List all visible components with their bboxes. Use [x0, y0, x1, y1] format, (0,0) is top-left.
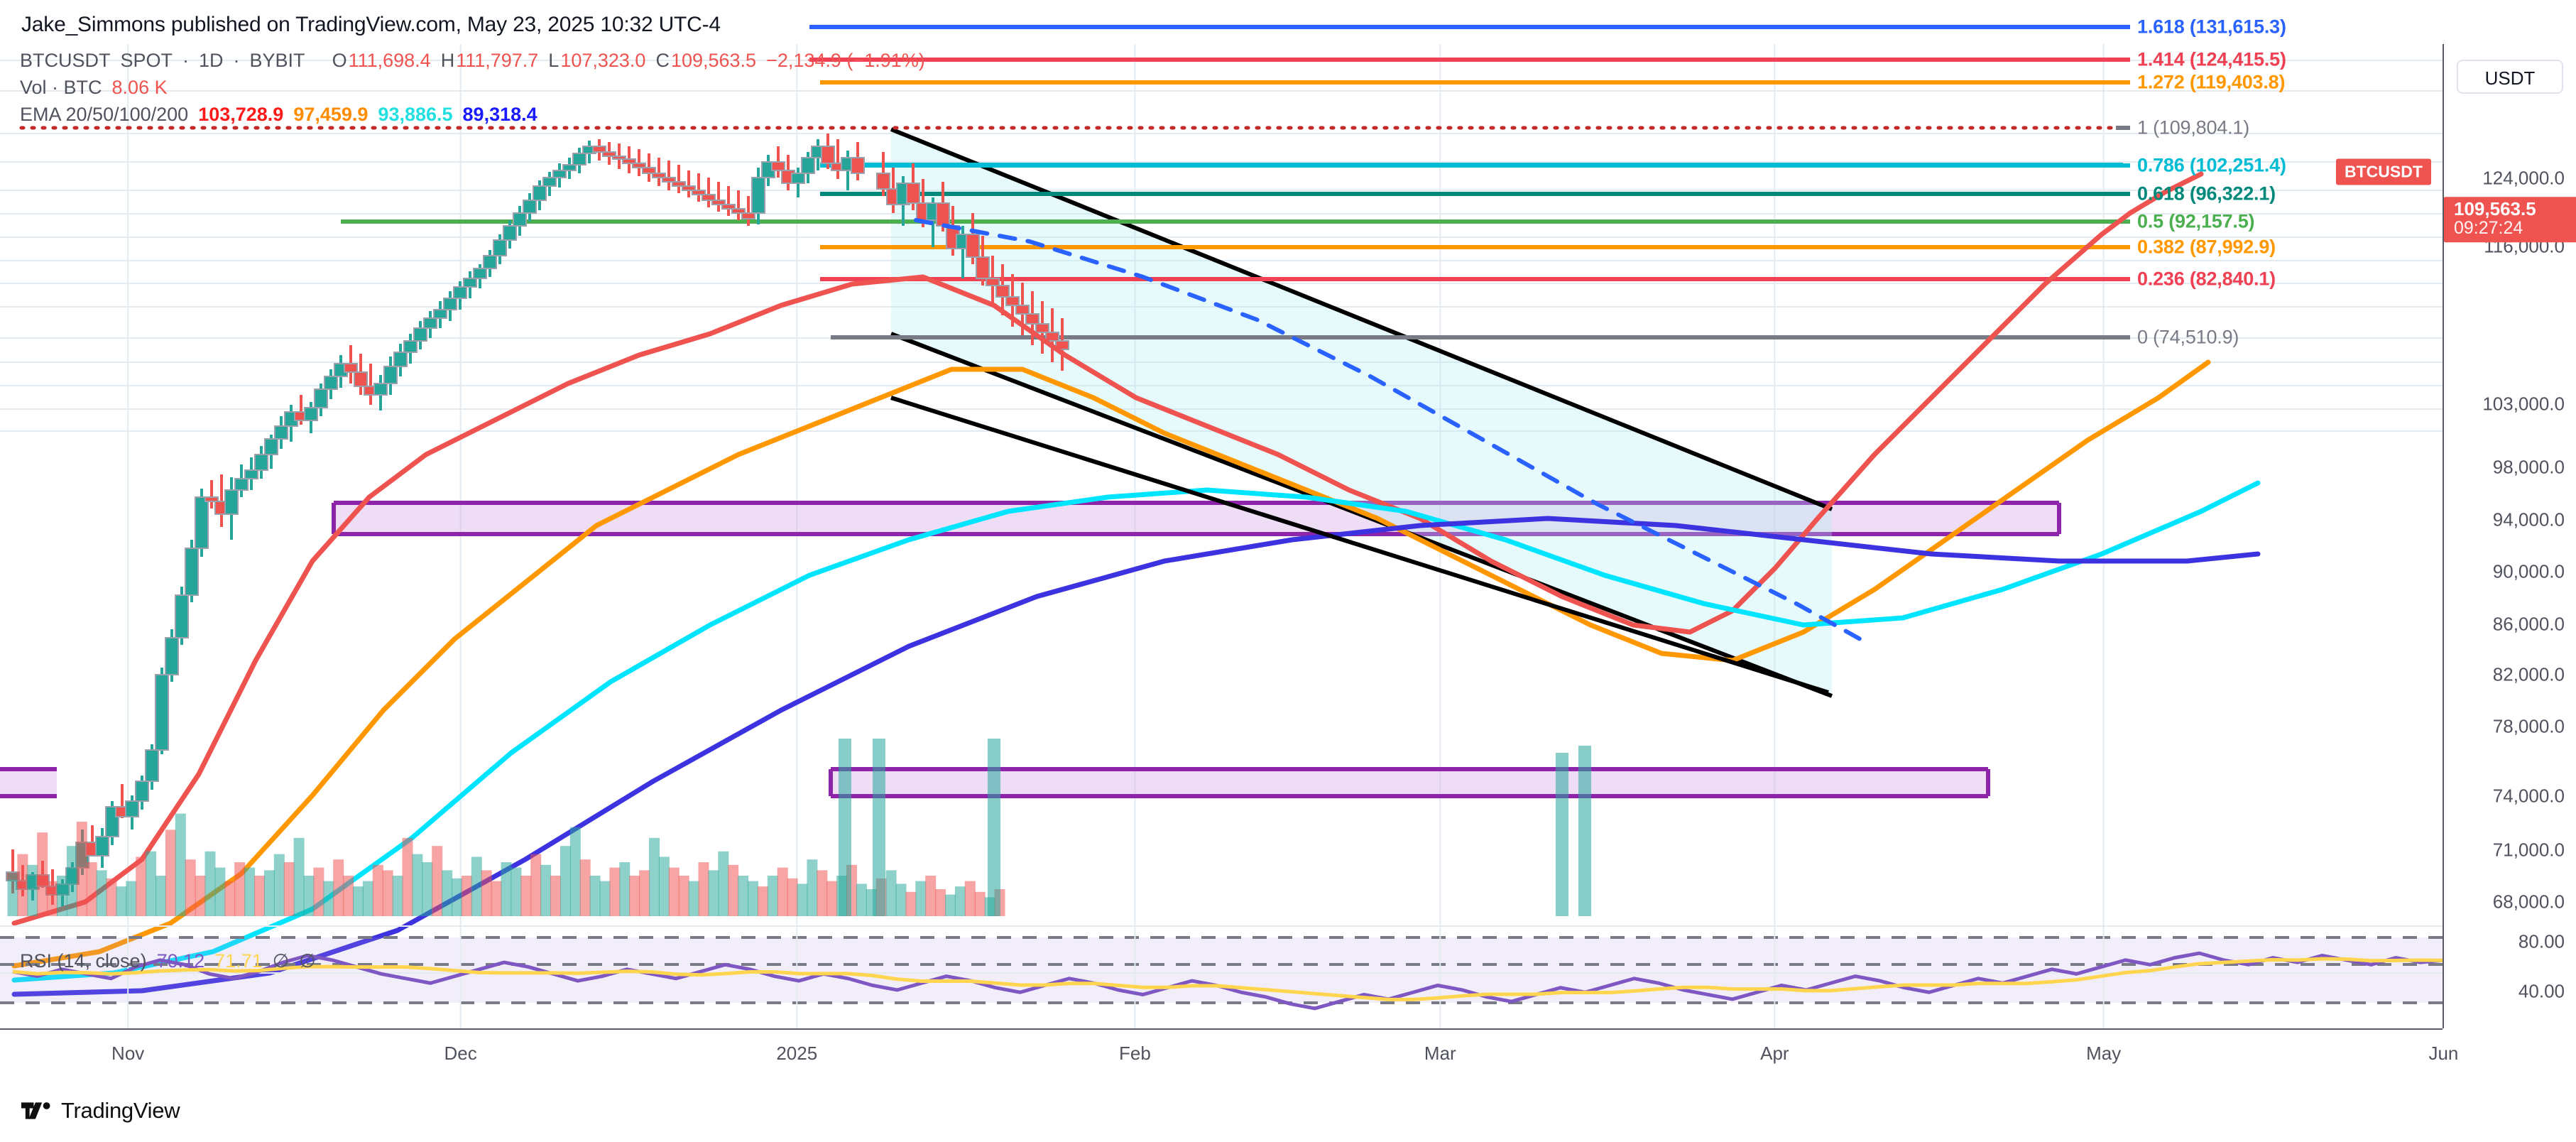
- legend-open-value: 111,698.4: [348, 50, 431, 71]
- price-marker-badge: BTCUSDT: [2336, 158, 2431, 185]
- legend-volume-value: 8.06 K: [111, 77, 168, 98]
- attribution-text: Jake_Simmons published on TradingView.co…: [21, 13, 721, 36]
- legend-interval[interactable]: 1D: [199, 50, 224, 71]
- time-axis-tick: Apr: [1760, 1043, 1789, 1064]
- time-axis-tick: May: [2086, 1043, 2122, 1064]
- price-axis-tick: 74,000.0: [2492, 785, 2565, 807]
- bar-countdown: 09:27:24: [2454, 218, 2523, 239]
- price-axis-tick: 90,000.0: [2492, 560, 2565, 582]
- fib-label-0-5: 0.5 (92,157.5): [2137, 210, 2255, 232]
- fib-label-0-618: 0.618 (96,322.1): [2137, 183, 2276, 205]
- fib-label-1-272: 1.272 (119,403.8): [2137, 71, 2286, 93]
- price-axis-tick: 98,000.0: [2492, 456, 2565, 478]
- time-axis-tick: Nov: [111, 1043, 145, 1064]
- legend-low-value: 107,323.0: [560, 50, 646, 71]
- time-axis-tick: Mar: [1424, 1043, 1456, 1064]
- rsi-legend-empty-1: ∅: [272, 950, 290, 972]
- legend-close-key: C: [655, 50, 670, 71]
- rsi-axis-tick: 40.00: [2518, 980, 2565, 1002]
- price-axis-tick: 68,000.0: [2492, 891, 2565, 913]
- price-axis-tick: 124,000.0: [2482, 167, 2565, 189]
- legend-low-key: L: [548, 50, 560, 71]
- legend-change-value: −2,134.9 (−1.91%): [766, 50, 925, 71]
- footer-branding: TradingView: [21, 1098, 180, 1124]
- rsi-legend-value: 70.12: [156, 950, 205, 972]
- tradingview-logo-icon: [21, 1102, 50, 1119]
- rsi-chart-canvas: [0, 922, 2445, 1028]
- legend-high-value: 111,797.7: [456, 50, 539, 71]
- legend-volume-label[interactable]: Vol · BTC: [20, 77, 102, 98]
- price-axis[interactable]: USDT 109,563.5 09:27:24 124,000.0 116,000…: [2443, 44, 2576, 922]
- legend-ema100-value: 93,886.5: [378, 104, 453, 125]
- price-axis-tick: 94,000.0: [2492, 509, 2565, 531]
- legend-exchange: BYBIT: [249, 50, 305, 71]
- rsi-axis[interactable]: 80.00 40.00: [2443, 922, 2576, 1028]
- currency-badge[interactable]: USDT: [2457, 60, 2563, 94]
- fib-label-0-382: 0.382 (87,992.9): [2137, 236, 2276, 258]
- time-axis-tick: 2025: [776, 1043, 818, 1064]
- current-price-tag: 109,563.5 09:27:24: [2444, 197, 2576, 242]
- fib-label-0-236: 0.236 (82,840.1): [2137, 268, 2276, 290]
- legend-sep-1: ·: [182, 50, 190, 71]
- legend-ema-label[interactable]: EMA 20/50/100/200: [20, 104, 189, 125]
- fib-label-1-414: 1.414 (124,415.5): [2137, 48, 2286, 70]
- legend-high-key: H: [440, 50, 455, 71]
- legend-ema20-value: 103,728.9: [198, 104, 284, 125]
- rsi-legend-ma-value: 71.71: [214, 950, 263, 972]
- rsi-legend-empty-2: ∅: [299, 950, 316, 972]
- legend-ohlc-row: BTCUSDT SPOT · 1D · BYBIT O 111,698.4 H 11…: [20, 50, 925, 77]
- legend-volume-row: Vol · BTC 8.06 K: [20, 77, 925, 104]
- rsi-legend: RSI (14, close) 70.12 71.71 ∅ ∅: [20, 950, 316, 972]
- legend-symbol[interactable]: BTCUSDT: [20, 50, 111, 71]
- fib-label-0: 0 (74,510.9): [2137, 326, 2239, 348]
- time-axis-tick: Dec: [444, 1043, 477, 1064]
- rsi-legend-label[interactable]: RSI (14, close): [20, 950, 147, 972]
- price-axis-tick: 82,000.0: [2492, 663, 2565, 685]
- current-price-value: 109,563.5: [2454, 198, 2536, 220]
- fib-label-1: 1 (109,804.1): [2137, 116, 2250, 138]
- legend-ema50-value: 97,459.9: [293, 104, 369, 125]
- footer-brand-name: TradingView: [61, 1098, 180, 1123]
- price-axis-tick: 86,000.0: [2492, 613, 2565, 635]
- rsi-axis-tick: 80.00: [2518, 930, 2565, 952]
- fib-label-0-786: 0.786 (102,251.4): [2137, 154, 2286, 176]
- price-pane[interactable]: [0, 25, 2445, 997]
- time-axis[interactable]: Nov Dec 2025 Feb Mar Apr May Jun: [0, 1028, 2458, 1085]
- legend-market: SPOT: [120, 50, 173, 71]
- legend-sep-2: ·: [233, 50, 240, 71]
- time-axis-tick: Feb: [1119, 1043, 1151, 1064]
- rsi-pane[interactable]: [0, 922, 2445, 1028]
- chart-legend: BTCUSDT SPOT · 1D · BYBIT O 111,698.4 H 11…: [20, 50, 925, 131]
- fib-label-1-618: 1.618 (131,615.3): [2137, 16, 2286, 38]
- legend-close-value: 109,563.5: [670, 50, 757, 71]
- price-axis-tick: 103,000.0: [2482, 393, 2565, 415]
- price-chart-canvas: [0, 25, 2445, 997]
- legend-ema200-value: 89,318.4: [462, 104, 537, 125]
- legend-open-key: O: [332, 50, 347, 71]
- legend-ema-row: EMA 20/50/100/200 103,728.9 97,459.9 93,…: [20, 104, 925, 131]
- price-axis-tick: 71,000.0: [2492, 839, 2565, 861]
- time-axis-tick: Jun: [2428, 1043, 2459, 1064]
- price-axis-tick: 78,000.0: [2492, 715, 2565, 737]
